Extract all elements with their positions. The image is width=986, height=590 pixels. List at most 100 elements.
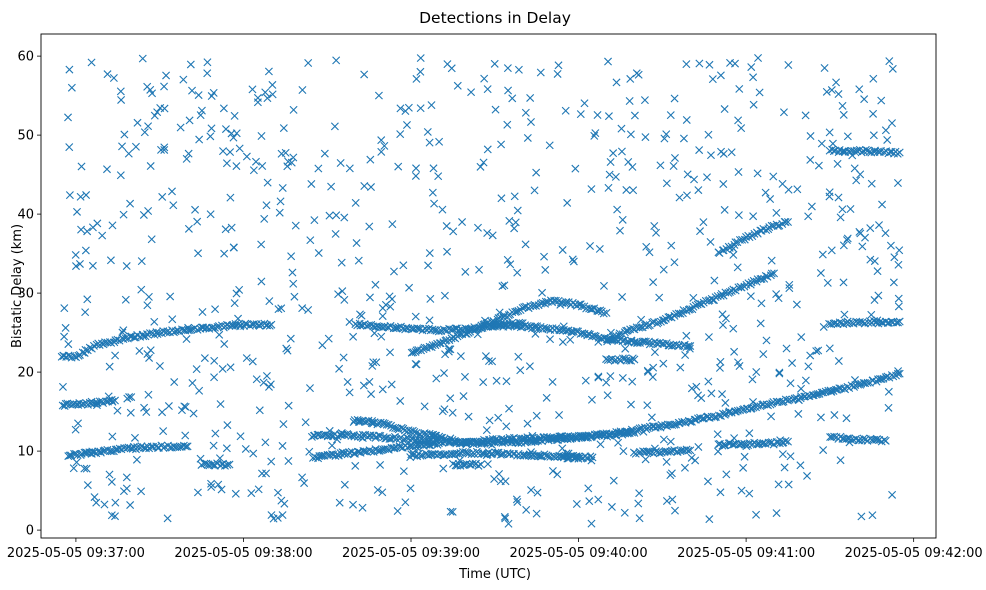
detection-point [682, 115, 691, 124]
detection-point [447, 64, 456, 73]
detection-point [894, 302, 903, 311]
detection-point [767, 269, 776, 278]
detection-point [263, 178, 272, 187]
detection-point [332, 211, 341, 220]
detection-point [630, 111, 639, 120]
detection-point [325, 426, 334, 435]
detection-point [340, 295, 349, 304]
detection-point [737, 283, 746, 292]
detection-point [181, 442, 190, 451]
detection-point [587, 456, 596, 465]
detection-point [210, 323, 219, 332]
detection-point [126, 408, 135, 417]
detection-point [368, 417, 377, 425]
detection-point [186, 60, 195, 69]
detection-point [185, 116, 194, 125]
detection-point [343, 377, 352, 386]
detection-point [248, 85, 257, 94]
detection-point [267, 320, 276, 329]
detection-point [806, 155, 815, 164]
detection-point [366, 431, 375, 440]
detection-point [618, 373, 627, 382]
detection-point [222, 159, 231, 168]
detection-point [349, 332, 358, 341]
detection-point [546, 335, 555, 344]
detection-point [781, 218, 790, 227]
detection-point [834, 193, 843, 202]
detection-point [298, 86, 307, 94]
detection-point [140, 403, 149, 412]
detection-point [767, 221, 776, 230]
detection-point [182, 335, 191, 344]
detection-point [514, 352, 523, 361]
scatter-marks [57, 54, 904, 528]
detection-point [108, 432, 117, 441]
detection-point [262, 371, 271, 380]
detection-point [318, 341, 327, 350]
detection-point [74, 419, 83, 428]
detection-point [163, 514, 172, 523]
detection-point [827, 246, 836, 255]
detection-point [377, 322, 386, 331]
detection-point [594, 372, 603, 381]
detection-point [778, 398, 787, 407]
y-axis: 0 10 20 30 40 50 60 [17, 50, 41, 539]
detection-point [881, 229, 890, 238]
detection-point [855, 436, 864, 445]
detection-point [647, 413, 656, 422]
detection-point [757, 299, 766, 308]
detection-point [88, 447, 97, 456]
detection-point [304, 305, 313, 314]
detection-point [786, 452, 795, 461]
detection-point [705, 60, 714, 69]
detection-point [277, 496, 286, 505]
detection-point [668, 495, 677, 504]
detection-point [325, 211, 334, 220]
detection-point [819, 388, 828, 397]
detection-point [842, 414, 851, 423]
plot-frame [40, 33, 937, 539]
detection-point [634, 70, 643, 79]
detection-point [116, 171, 125, 180]
detection-point [540, 252, 549, 261]
detection-point [317, 452, 326, 461]
detection-point [666, 111, 675, 120]
detection-point [405, 283, 414, 292]
detection-point [448, 436, 457, 445]
detection-point [861, 145, 870, 154]
detection-point [656, 161, 665, 170]
detection-point [304, 59, 313, 68]
detection-point [367, 183, 375, 192]
detection-point [235, 285, 244, 294]
detection-point [406, 453, 415, 462]
detection-point [65, 65, 74, 74]
detection-point [440, 369, 449, 378]
detection-point [558, 245, 567, 254]
detection-point [875, 221, 883, 230]
detection-point [598, 430, 607, 439]
detection-point [181, 431, 190, 440]
detection-point [611, 172, 620, 181]
detection-point [458, 218, 467, 227]
detection-point [634, 499, 643, 508]
detection-point [561, 106, 570, 115]
detection-point [436, 339, 445, 348]
detection-point [93, 219, 102, 228]
detection-point [365, 377, 374, 386]
detection-point [242, 152, 251, 161]
detection-point [734, 168, 743, 176]
detection-point [628, 428, 637, 437]
detection-point [745, 489, 754, 498]
detection-point [625, 97, 634, 106]
detection-point [373, 485, 382, 494]
detection-point [854, 380, 863, 389]
detection-point [401, 107, 410, 116]
detection-point [196, 454, 205, 463]
detection-point [217, 485, 226, 494]
detection-point [759, 350, 768, 359]
x-tick-label-5: 2025-05-05 09:42:00 [845, 546, 983, 561]
detection-point [770, 269, 779, 278]
detection-point [599, 309, 608, 318]
detection-point [594, 337, 603, 346]
